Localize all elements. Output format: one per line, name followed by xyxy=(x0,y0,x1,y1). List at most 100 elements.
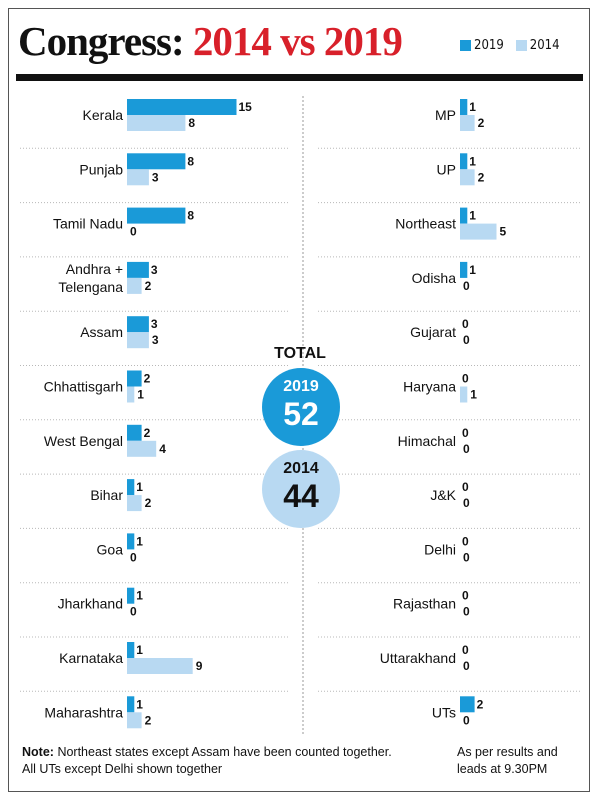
state-label-assam: Assam xyxy=(80,324,123,340)
footnote: Note: Northeast states except Assam have… xyxy=(22,744,402,778)
bar-2019-up xyxy=(460,153,468,170)
state-label-himachal: Himachal xyxy=(398,433,456,449)
value-2019-west-bengal: 2 xyxy=(144,426,151,440)
value-2019-odisha: 1 xyxy=(469,263,476,277)
state-label-j-k: J&K xyxy=(430,487,456,503)
value-2019-goa: 1 xyxy=(136,534,143,548)
value-2014-kerala: 8 xyxy=(188,116,195,130)
value-2019-andhra-telengana: 3 xyxy=(151,263,158,277)
value-2019-delhi: 0 xyxy=(462,534,469,548)
bar-2019-uts xyxy=(460,696,475,713)
legend-item-2019: 2019 xyxy=(460,38,504,53)
value-2014-assam: 3 xyxy=(152,333,159,347)
bar-2014-karnataka xyxy=(127,658,193,674)
bar-2019-maharashtra xyxy=(127,696,135,713)
value-2014-j-k: 0 xyxy=(463,496,470,510)
bar-2014-maharashtra xyxy=(127,712,142,729)
value-2019-tamil-nadu: 8 xyxy=(187,209,194,223)
state-label-odisha: Odisha xyxy=(412,270,457,286)
bar-2014-mp xyxy=(460,115,475,131)
chart-title: Congress: 2014 vs 2019 xyxy=(18,16,403,66)
state-label-up: UP xyxy=(437,161,456,177)
bar-2014-west-bengal xyxy=(127,440,157,457)
value-2014-haryana: 1 xyxy=(470,388,477,402)
total-2019-circle: 2019 52 xyxy=(262,368,340,446)
value-2014-delhi: 0 xyxy=(463,550,470,564)
bar-2019-punjab xyxy=(127,153,186,170)
value-2019-assam: 3 xyxy=(151,317,158,331)
value-2019-jharkhand: 1 xyxy=(136,589,143,603)
bar-2019-jharkhand xyxy=(127,587,135,604)
bar-2014-punjab xyxy=(127,169,149,186)
state-label-mp: MP xyxy=(435,107,456,123)
value-2019-maharashtra: 1 xyxy=(136,697,143,711)
title-party: Congress: xyxy=(18,18,185,64)
value-2019-mp: 1 xyxy=(469,100,476,114)
bar-2019-chhattisgarh xyxy=(127,370,142,387)
value-2019-northeast: 1 xyxy=(469,209,476,223)
value-2014-karnataka: 9 xyxy=(196,659,203,673)
results-timestamp: As per results and leads at 9.30PM xyxy=(457,745,558,776)
total-2019-year: 2019 xyxy=(283,378,319,395)
value-2014-goa: 0 xyxy=(130,550,137,564)
bar-2019-assam xyxy=(127,316,149,333)
footnote-text: Northeast states except Assam have been … xyxy=(22,745,392,776)
value-2019-chhattisgarh: 2 xyxy=(144,372,151,386)
state-label-jharkhand: Jharkhand xyxy=(58,596,123,612)
value-2014-uts: 0 xyxy=(463,713,470,727)
value-2014-chhattisgarh: 1 xyxy=(137,388,144,402)
value-2019-karnataka: 1 xyxy=(136,643,143,657)
value-2019-haryana: 0 xyxy=(462,372,469,386)
total-2014-value: 44 xyxy=(283,478,319,514)
value-2014-west-bengal: 4 xyxy=(159,442,166,456)
state-label-uttarakhand: Uttarakhand xyxy=(380,650,456,666)
state-label-maharashtra: Maharashtra xyxy=(44,704,123,720)
state-label-kerala: Kerala xyxy=(83,107,124,123)
value-2014-uttarakhand: 0 xyxy=(463,659,470,673)
bar-2019-karnataka xyxy=(127,642,135,658)
value-2019-j-k: 0 xyxy=(462,480,469,494)
value-2014-maharashtra: 2 xyxy=(145,713,152,727)
legend-label-2019: 2019 xyxy=(474,38,504,53)
bar-2014-assam xyxy=(127,332,149,349)
legend: 2019 2014 xyxy=(460,38,572,53)
bar-2019-tamil-nadu xyxy=(127,207,186,224)
state-label-karnataka: Karnataka xyxy=(59,650,123,666)
state-label-gujarat: Gujarat xyxy=(410,324,456,340)
legend-item-2014: 2014 xyxy=(515,38,560,53)
value-2014-odisha: 0 xyxy=(463,279,470,293)
bar-2014-andhra-telengana xyxy=(127,277,142,294)
total-label: TOTAL xyxy=(274,345,326,362)
state-label-delhi: Delhi xyxy=(424,541,456,557)
bar-2019-odisha xyxy=(460,261,468,278)
value-2014-up: 2 xyxy=(478,170,485,184)
value-2019-himachal: 0 xyxy=(462,426,469,440)
bar-2014-bihar xyxy=(127,495,142,512)
value-2019-up: 1 xyxy=(469,154,476,168)
bar-2019-northeast xyxy=(460,207,468,224)
bar-2014-kerala xyxy=(127,115,186,131)
legend-swatch-2014 xyxy=(515,40,527,51)
bar-2019-andhra-telengana xyxy=(127,261,149,278)
footnote-heading: Note: xyxy=(22,745,54,759)
state-label-uts: UTs xyxy=(432,704,456,720)
value-2019-kerala: 15 xyxy=(239,100,253,114)
bar-2019-bihar xyxy=(127,479,135,496)
infographic-frame xyxy=(8,8,590,792)
state-label-goa: Goa xyxy=(97,541,124,557)
value-2014-gujarat: 0 xyxy=(463,333,470,347)
state-label-haryana: Haryana xyxy=(403,379,456,395)
bar-2019-west-bengal xyxy=(127,424,142,441)
value-2014-tamil-nadu: 0 xyxy=(130,225,137,239)
state-label-chhattisgarh: Chhattisgarh xyxy=(44,379,123,395)
value-2019-rajasthan: 0 xyxy=(462,589,469,603)
bar-2019-kerala xyxy=(127,99,237,115)
total-2014-circle: 2014 44 xyxy=(262,450,340,528)
value-2014-rajasthan: 0 xyxy=(463,605,470,619)
total-2014-year: 2014 xyxy=(283,460,319,477)
title-rule xyxy=(16,74,583,81)
legend-swatch-2019 xyxy=(460,40,471,51)
value-2014-himachal: 0 xyxy=(463,442,470,456)
bar-2014-chhattisgarh xyxy=(127,386,135,403)
